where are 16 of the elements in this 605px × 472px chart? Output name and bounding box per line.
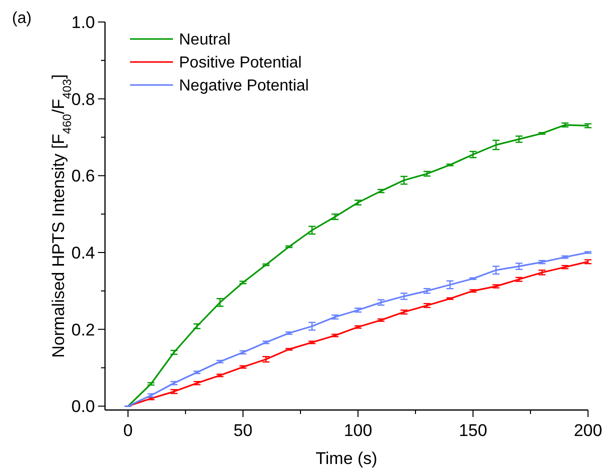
y-tick-label: 1.0 <box>71 12 95 32</box>
legend-label: Neutral <box>179 32 231 49</box>
legend-label: Positive Potential <box>179 54 302 72</box>
y-tick-label: 0.2 <box>71 320 95 340</box>
text: (a) <box>12 10 32 27</box>
x-tick-label: 150 <box>458 421 488 440</box>
x-tick-label: 200 <box>574 421 602 440</box>
legend-label: Negative Potential <box>179 78 309 95</box>
x-tick-label: 50 <box>234 421 252 440</box>
y-tick-label: 0.6 <box>71 166 95 186</box>
x-tick-label: 0 <box>123 421 133 440</box>
y-tick-label: 0.4 <box>71 243 95 262</box>
y-tick-label: 0.0 <box>71 397 95 416</box>
x-tick-label: 100 <box>344 421 372 440</box>
x-axis-title: Time (s) <box>316 449 378 468</box>
y-tick-label: 0.8 <box>71 90 95 109</box>
